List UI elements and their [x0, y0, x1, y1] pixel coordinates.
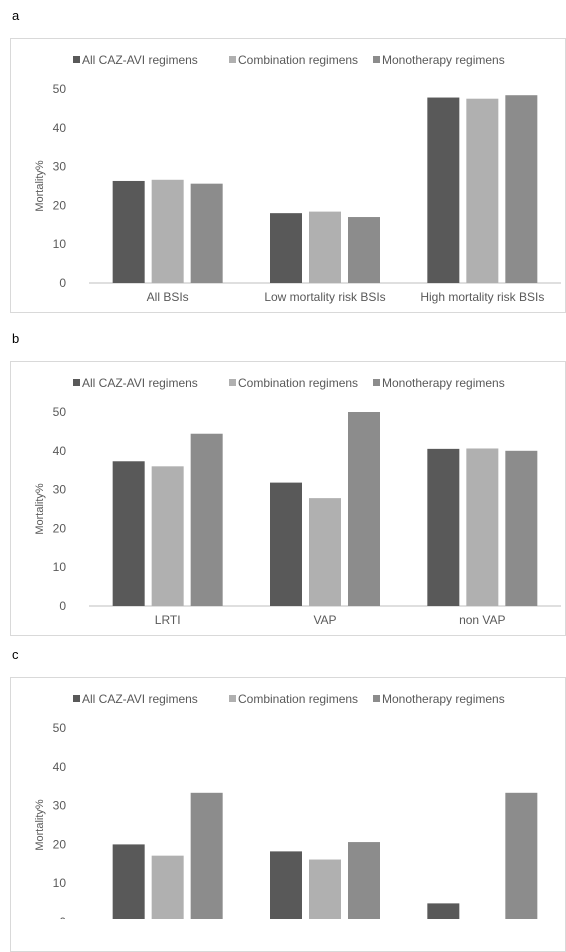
legend-label: Combination regimens — [238, 692, 358, 706]
y-axis-label: Mortality% — [34, 799, 46, 851]
y-tick-label: 10 — [53, 560, 67, 574]
panel-label-a: a — [12, 8, 20, 23]
bar — [190, 792, 223, 919]
y-tick-label: 50 — [53, 721, 67, 735]
x-tick-label: High mortality risk BSIs — [420, 290, 544, 304]
bar — [309, 498, 341, 606]
y-tick-label: 40 — [53, 121, 67, 135]
legend-label: Combination regimens — [238, 53, 358, 67]
bar — [427, 448, 460, 606]
chart-panel-c: All CAZ-AVI regimens Combination regimens… — [10, 677, 566, 952]
x-tick-label: LRTI — [155, 613, 181, 627]
bar — [427, 903, 460, 919]
legend-swatch — [373, 56, 380, 63]
legend-label: Combination regimens — [238, 376, 358, 390]
y-tick-label: 0 — [59, 915, 66, 919]
y-axis-label: Mortality% — [34, 160, 46, 212]
x-tick-label: All BSIs — [147, 290, 189, 304]
bar — [151, 466, 184, 606]
legend-swatch — [229, 695, 236, 702]
legend-swatch — [229, 379, 236, 386]
bar — [112, 180, 145, 283]
legend-label: All CAZ-AVI regimens — [82, 376, 198, 390]
y-tick-label: 50 — [53, 82, 67, 96]
bar — [270, 213, 302, 283]
legend-swatch — [73, 695, 80, 702]
bar — [151, 855, 184, 919]
panel-label-c: c — [12, 647, 19, 662]
y-tick-label: 20 — [53, 521, 67, 535]
y-tick-label: 50 — [53, 405, 67, 419]
x-tick-label: VAP — [313, 613, 336, 627]
panel-label-b: b — [12, 331, 20, 346]
bar — [112, 844, 145, 919]
legend-label: Monotherapy regimens — [382, 692, 505, 706]
y-tick-label: 30 — [53, 799, 67, 813]
bar — [348, 412, 380, 606]
bar — [466, 448, 499, 606]
y-tick-label: 30 — [53, 483, 67, 497]
legend-swatch — [373, 379, 380, 386]
x-tick-label: non VAP — [459, 613, 505, 627]
bar — [505, 450, 538, 606]
bar — [466, 98, 499, 283]
y-tick-label: 10 — [53, 237, 67, 251]
bar — [348, 842, 380, 919]
legend-swatch — [73, 56, 80, 63]
bar — [348, 217, 380, 283]
y-tick-label: 30 — [53, 160, 67, 174]
legend-label: All CAZ-AVI regimens — [82, 692, 198, 706]
bar — [309, 211, 341, 283]
y-tick-label: 20 — [53, 837, 67, 851]
y-tick-label: 40 — [53, 760, 67, 774]
legend-swatch — [229, 56, 236, 63]
bar — [151, 179, 184, 283]
bar — [505, 792, 538, 919]
legend-label: Monotherapy regimens — [382, 53, 505, 67]
chart-panel-b: All CAZ-AVI regimens Combination regimens… — [10, 361, 566, 636]
y-tick-label: 0 — [59, 276, 66, 290]
bar — [190, 183, 223, 283]
y-tick-label: 10 — [53, 876, 67, 890]
legend-swatch — [73, 379, 80, 386]
bar — [505, 95, 538, 283]
bar-chart-c: All CAZ-AVI regimens Combination regimens… — [34, 692, 538, 919]
legend-swatch — [373, 695, 380, 702]
bar-chart-a: All CAZ-AVI regimens Combination regimens… — [34, 53, 561, 304]
x-tick-label: Low mortality risk BSIs — [264, 290, 385, 304]
legend-label: Monotherapy regimens — [382, 376, 505, 390]
y-tick-label: 40 — [53, 444, 67, 458]
y-axis-label: Mortality% — [34, 483, 46, 535]
chart-panel-a: All CAZ-AVI regimens Combination regimens… — [10, 38, 566, 313]
bar — [427, 97, 460, 283]
bar — [270, 482, 302, 606]
bar — [309, 859, 341, 919]
y-tick-label: 20 — [53, 198, 67, 212]
bar — [112, 461, 145, 606]
bar — [190, 433, 223, 606]
legend-label: All CAZ-AVI regimens — [82, 53, 198, 67]
bar-chart-b: All CAZ-AVI regimens Combination regimens… — [34, 376, 561, 627]
bar — [270, 851, 302, 919]
y-tick-label: 0 — [59, 599, 66, 613]
